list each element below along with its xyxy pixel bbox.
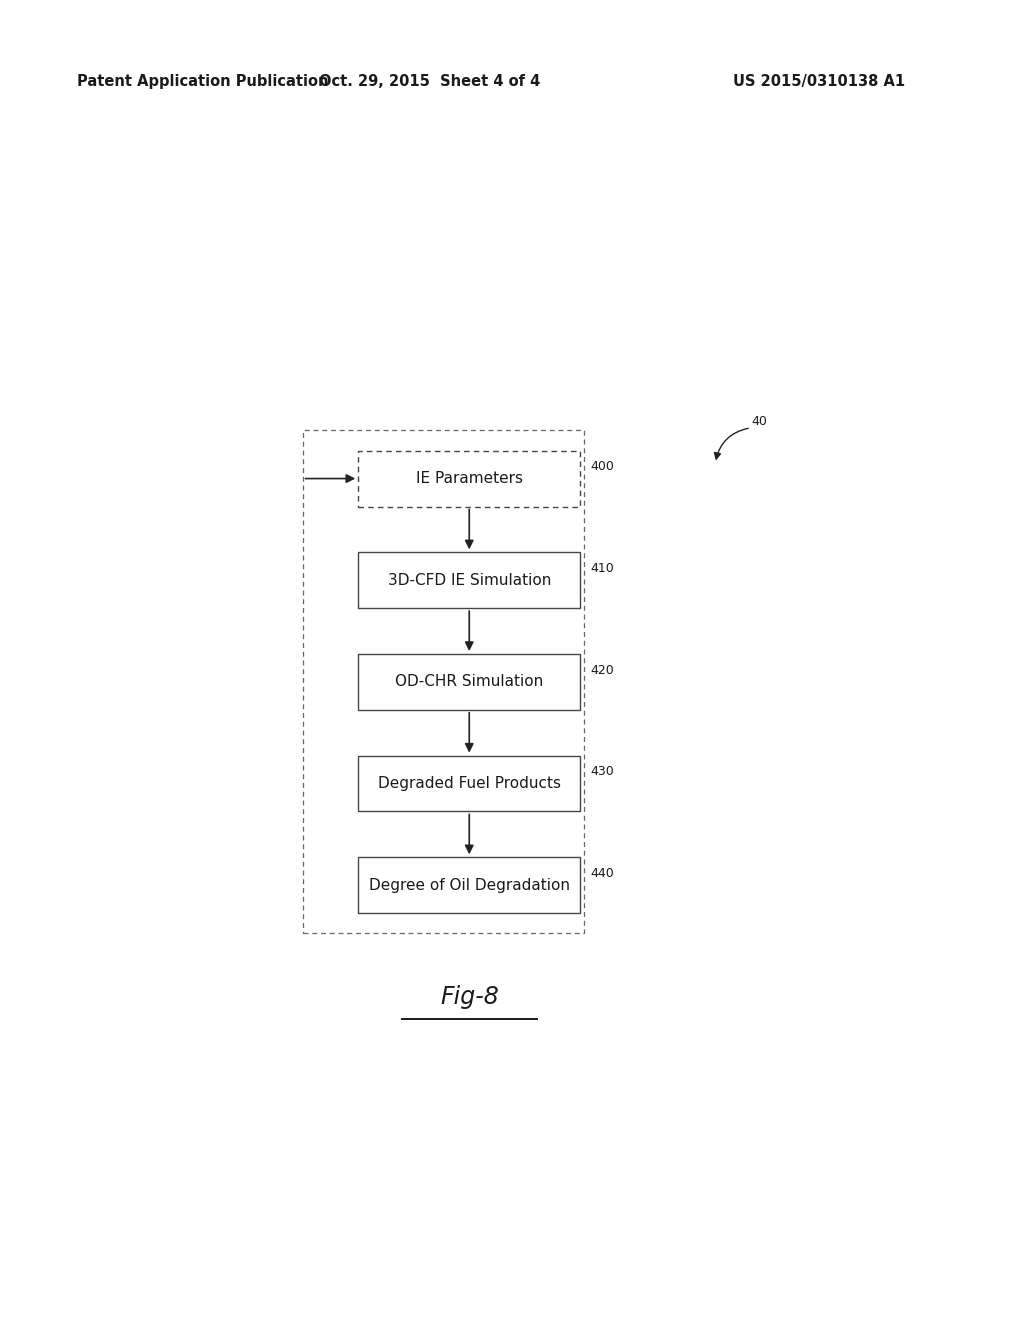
Text: 420: 420 <box>590 664 613 677</box>
Text: 440: 440 <box>590 867 613 880</box>
FancyBboxPatch shape <box>358 857 581 913</box>
FancyBboxPatch shape <box>358 755 581 812</box>
Text: Fig-8: Fig-8 <box>440 985 499 1008</box>
Text: 40: 40 <box>751 414 767 428</box>
Text: 410: 410 <box>590 562 613 576</box>
Text: 400: 400 <box>590 461 613 474</box>
Text: Patent Application Publication: Patent Application Publication <box>77 74 329 88</box>
FancyBboxPatch shape <box>358 450 581 507</box>
Text: Oct. 29, 2015  Sheet 4 of 4: Oct. 29, 2015 Sheet 4 of 4 <box>319 74 541 88</box>
Text: OD-CHR Simulation: OD-CHR Simulation <box>395 675 544 689</box>
Text: 430: 430 <box>590 766 613 779</box>
Text: US 2015/0310138 A1: US 2015/0310138 A1 <box>733 74 905 88</box>
Text: IE Parameters: IE Parameters <box>416 471 522 486</box>
Text: Degree of Oil Degradation: Degree of Oil Degradation <box>369 878 569 892</box>
FancyBboxPatch shape <box>358 653 581 710</box>
Text: 3D-CFD IE Simulation: 3D-CFD IE Simulation <box>387 573 551 587</box>
FancyBboxPatch shape <box>358 552 581 609</box>
Text: Degraded Fuel Products: Degraded Fuel Products <box>378 776 561 791</box>
